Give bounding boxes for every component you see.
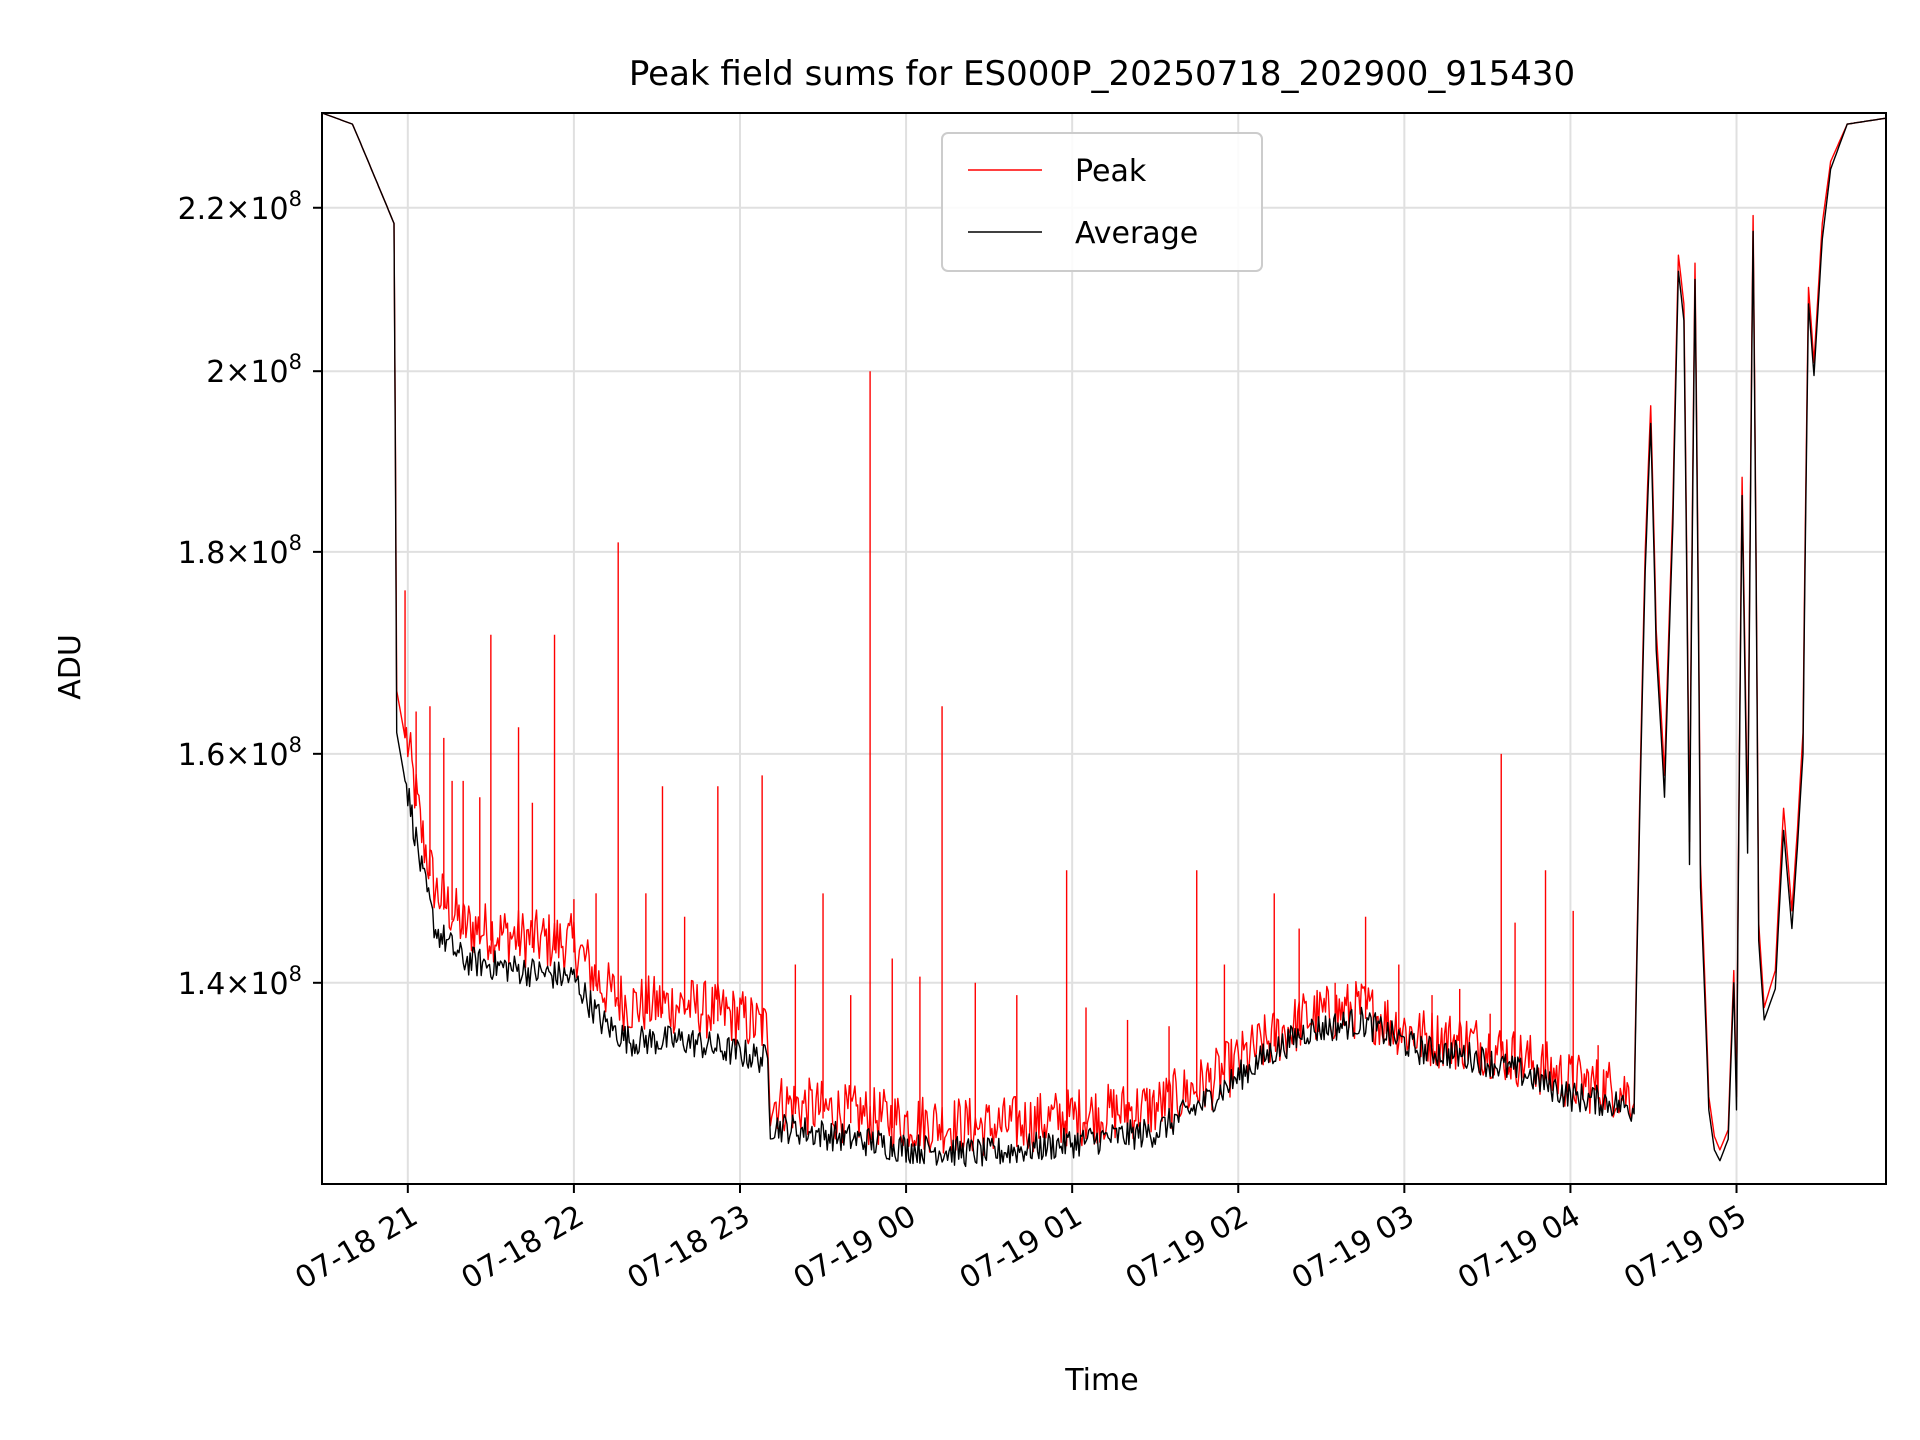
x-tick-label: 07-19 01: [954, 1199, 1088, 1297]
plot-area: [321, 112, 1887, 1168]
legend: Peak Average: [941, 132, 1263, 272]
legend-label: Average: [1075, 216, 1198, 251]
x-tick-label: 07-18 22: [456, 1199, 590, 1297]
y-tick-label: 1.6×108: [178, 733, 302, 773]
series-line-average: [321, 112, 1887, 1168]
y-axis-label: ADU: [53, 634, 88, 700]
legend-box: [941, 132, 1263, 272]
series-line-peak: [321, 112, 1887, 1156]
x-tick-label: 07-18 23: [622, 1199, 756, 1297]
x-tick-label: 07-19 05: [1618, 1199, 1752, 1297]
legend-label: Peak: [1075, 154, 1147, 189]
x-axis-label: Time: [1064, 1363, 1138, 1398]
x-tick-label: 07-18 21: [289, 1199, 423, 1297]
y-tick-label: 2.2×108: [178, 187, 302, 227]
y-tick-label: 1.8×108: [178, 531, 302, 571]
y-tick-label: 2×108: [206, 350, 302, 390]
x-tick-label: 07-19 00: [788, 1199, 922, 1297]
chart-title: Peak field sums for ES000P_20250718_2029…: [629, 54, 1575, 94]
gridlines: [322, 113, 1886, 1184]
plot-frame: [321, 112, 1887, 1185]
y-tick-label: 1.4×108: [178, 962, 302, 1002]
x-tick-label: 07-19 03: [1286, 1199, 1420, 1297]
x-tick-label: 07-19 04: [1452, 1199, 1586, 1297]
x-tick-label: 07-19 02: [1120, 1199, 1254, 1297]
